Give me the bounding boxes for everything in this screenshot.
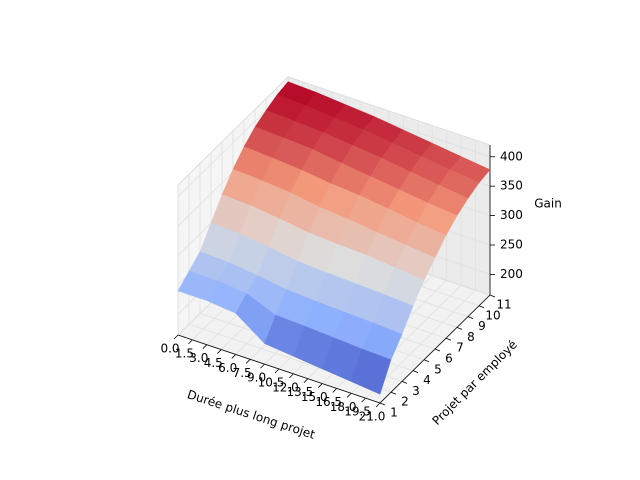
z-axis-label: Gain: [534, 197, 562, 211]
y-tick-label: 8: [467, 330, 475, 344]
x-tick-label: 4.5: [204, 356, 223, 370]
x-tick: [202, 344, 208, 349]
x-tick: [217, 349, 222, 354]
y-tick-label: 6: [445, 352, 453, 366]
y-axis: [379, 294, 491, 404]
x-tick: [332, 388, 337, 393]
x-tick: [274, 368, 280, 374]
z-tick-label: 350: [500, 179, 523, 193]
y-tick-label: 9: [478, 319, 486, 333]
y-tick-label: 3: [412, 384, 420, 398]
y-tick-label: 5: [434, 362, 442, 376]
x-axis: [177, 334, 381, 404]
y-tick: [390, 391, 397, 395]
x-tick: [346, 393, 352, 398]
y-axis-label: Projet par employé: [429, 337, 519, 427]
x-tick: [173, 334, 179, 340]
z-tick-label: 300: [500, 208, 523, 222]
y-tick-label: 4: [423, 373, 431, 387]
x-tick: [231, 354, 236, 359]
y-tick-label: 10: [485, 308, 500, 322]
y-tick-label: 7: [456, 341, 464, 355]
x-tick: [289, 373, 294, 379]
x-tick-label: 18.0: [330, 400, 357, 414]
y-tick: [467, 316, 474, 319]
x-tick-label: 16.5: [315, 395, 342, 409]
y-tick: [456, 327, 463, 330]
x-tick: [245, 359, 251, 364]
z-tick-label: 400: [500, 149, 523, 163]
x-tick-label: 12.0: [272, 380, 299, 394]
x-tick-label: 1.5: [175, 346, 194, 360]
x-tick: [303, 378, 309, 383]
x-tick-label: 15.0: [301, 390, 328, 404]
z-tick-label: 250: [500, 238, 523, 252]
y-tick: [423, 359, 430, 363]
y-tick: [489, 294, 496, 298]
y-tick-label: 11: [496, 298, 511, 312]
x-tick: [375, 402, 381, 408]
x-tick: [260, 363, 265, 369]
x-tick-label: 3.0: [189, 351, 208, 365]
z-tick-label: 200: [500, 267, 523, 281]
x-tick-label: 21.0: [359, 410, 386, 424]
x-tick-label: 6.0: [218, 361, 237, 375]
y-tick: [401, 381, 408, 384]
x-tick-label: 19.5: [344, 405, 371, 419]
y-tick-label: 1: [390, 406, 398, 420]
x-tick-label: 7.5: [233, 366, 252, 380]
x-tick-label: 9.0: [247, 371, 266, 385]
surface-patch: [350, 348, 392, 395]
y-tick: [412, 370, 419, 373]
y-tick: [434, 348, 441, 352]
x-tick: [188, 339, 193, 345]
x-tick-label: 0.0: [160, 342, 179, 356]
x-tick: [361, 397, 366, 403]
x-tick: [318, 383, 323, 388]
y-tick: [478, 305, 485, 309]
x-tick-label: 13.5: [286, 385, 313, 399]
x-tick-label: 10.5: [258, 376, 285, 390]
y-tick: [379, 402, 386, 406]
y-tick-label: 2: [401, 395, 409, 409]
y-tick: [445, 337, 452, 341]
